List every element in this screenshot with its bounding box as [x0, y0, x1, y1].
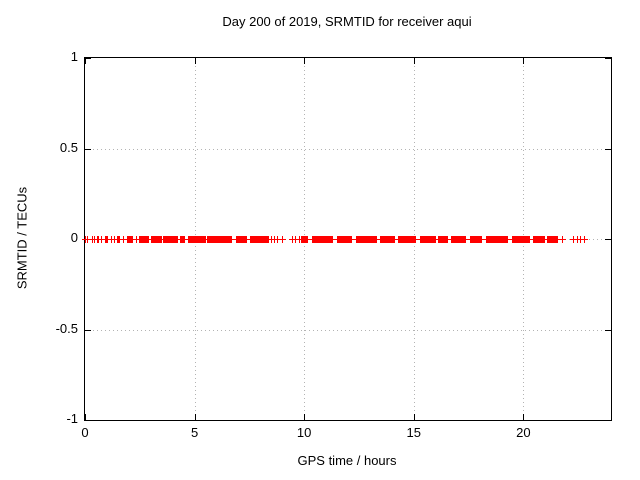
data-point-marker: [348, 235, 356, 243]
x-axis-label: GPS time / hours: [297, 453, 397, 468]
tick-mark: [85, 329, 91, 331]
data-point-marker: [559, 235, 567, 243]
data-point-marker: [581, 235, 589, 243]
data-point-marker: [431, 235, 439, 243]
chart-title: Day 200 of 2019, SRMTID for receiver aqu…: [222, 14, 472, 29]
data-point-marker: [390, 235, 398, 243]
tick-mark: [85, 58, 86, 64]
data-point-marker: [83, 235, 91, 243]
tick-mark: [85, 420, 91, 421]
tick-mark: [605, 420, 611, 421]
tick-mark: [304, 414, 306, 420]
tick-mark: [304, 58, 306, 64]
data-point-marker: [243, 235, 251, 243]
tick-mark: [85, 414, 86, 420]
y-tick-label: -1: [66, 411, 78, 426]
plot-area: 0 5 10 15 20: [81, 57, 612, 440]
data-point-marker: [119, 235, 127, 243]
tick-mark: [413, 414, 415, 420]
data-point-marker: [111, 235, 119, 243]
tick-mark: [85, 148, 91, 150]
data-point-marker: [104, 235, 112, 243]
grid-line-h: [85, 329, 611, 331]
data-point-marker: [372, 235, 380, 243]
data-point-marker: [90, 235, 98, 243]
y-tick-label: 0.5: [59, 139, 78, 155]
tick-mark: [605, 148, 611, 150]
data-point-marker: [477, 235, 485, 243]
data-point-marker: [132, 235, 140, 243]
tick-mark: [523, 58, 525, 64]
data-point-marker: [328, 235, 336, 243]
tick-mark: [605, 239, 611, 240]
data-point-marker: [227, 235, 235, 243]
data-point-marker: [504, 235, 512, 243]
y-tick-label: 1: [70, 49, 78, 64]
data-point-marker: [291, 235, 299, 243]
y-axis-label: SRMTID / TECUs: [14, 186, 30, 290]
x-tick-label: 5: [190, 425, 199, 440]
data-point-marker: [274, 235, 282, 243]
tick-mark: [194, 58, 196, 64]
tick-mark: [523, 414, 525, 420]
x-tick-label: 10: [296, 425, 312, 440]
tick-mark: [413, 58, 415, 64]
data-point-marker: [412, 235, 420, 243]
grid-line-h: [85, 148, 611, 150]
tick-mark: [194, 414, 196, 420]
data-point-marker: [554, 235, 562, 243]
tick-mark: [85, 58, 91, 59]
data-point-marker: [462, 235, 470, 243]
tick-mark: [605, 329, 611, 331]
data-point-marker: [116, 235, 124, 243]
data-point-marker: [295, 235, 303, 243]
data-point-marker: [303, 235, 311, 243]
x-tick-label: 0: [81, 425, 89, 440]
data-point-marker: [173, 235, 181, 243]
tick-mark: [605, 58, 611, 59]
x-tick-label: 20: [516, 425, 531, 440]
y-tick-label: 0: [70, 230, 78, 245]
data-point-marker: [97, 235, 105, 243]
x-tick-label: 15: [406, 425, 421, 440]
data-point-marker: [278, 235, 286, 243]
y-tick-label: -0.5: [55, 320, 78, 336]
data-point-marker: [576, 235, 584, 243]
